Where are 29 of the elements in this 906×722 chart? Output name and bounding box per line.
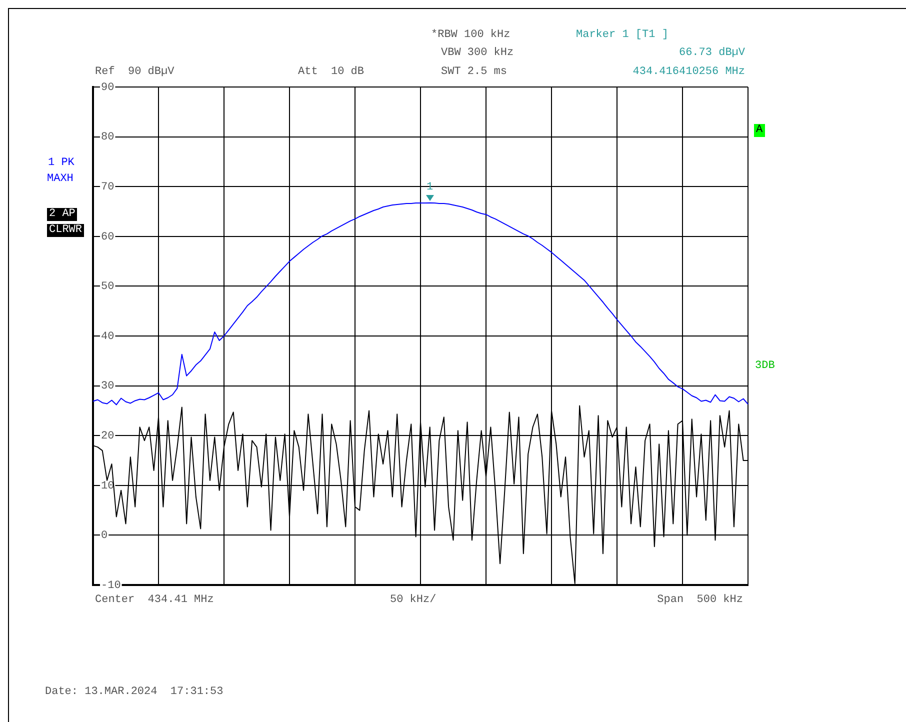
text: VBW 300 kHz — [441, 47, 514, 60]
text: 50 kHz/ — [390, 594, 436, 607]
y-tick-label: 80 — [101, 132, 114, 144]
y-tick-label: 0 — [101, 530, 108, 542]
text: 2 AP — [47, 208, 78, 221]
text: Date: 13.MAR.2024 17:31:53 — [45, 686, 224, 699]
text: *RBW 100 kHz — [431, 29, 510, 42]
text: Marker 1 [T1 ] — [576, 29, 668, 42]
text: Span 500 kHz — [657, 594, 743, 607]
y-tick-label: 90 — [101, 82, 114, 94]
y-tick-label: 20 — [101, 430, 114, 443]
y-tick-label: 30 — [101, 380, 114, 393]
text: MAXH — [47, 173, 74, 186]
y-tick-label: -10 — [101, 580, 121, 592]
text: Center 434.41 MHz — [95, 594, 214, 607]
y-tick-label: 50 — [101, 281, 114, 294]
text: A — [754, 124, 765, 137]
text: 1 PK — [48, 157, 74, 170]
text: CLRWR — [47, 224, 84, 237]
text: Ref 90 dBµV — [95, 66, 174, 79]
y-tick-label: 60 — [101, 231, 114, 244]
y-tick-label: 40 — [101, 330, 114, 343]
text: 66.73 dBµV — [678, 47, 745, 60]
text: SWT 2.5 ms — [441, 66, 508, 79]
text: Att 10 dB — [298, 66, 364, 79]
text: 3DB — [755, 360, 775, 373]
y-tick-label: 10 — [101, 480, 114, 492]
text: 434.416410256 MHz — [632, 66, 745, 79]
y-tick-label: 70 — [101, 182, 114, 194]
